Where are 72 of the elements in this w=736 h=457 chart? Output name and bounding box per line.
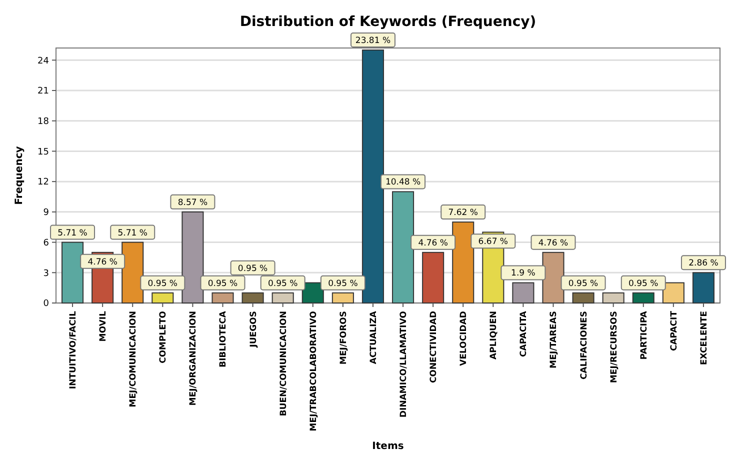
x-tick-label: MEJ/FOROS	[338, 311, 349, 364]
bar	[632, 292, 654, 304]
x-tick-label: MEJ/COMUNICACION	[128, 311, 139, 408]
bar	[572, 292, 594, 304]
annotation: 0.95 %	[148, 278, 178, 289]
y-tick-label: 18	[38, 117, 50, 128]
bar	[512, 282, 534, 304]
x-tick-label: CONECTIVIDAD	[429, 311, 440, 384]
x-axis-title: Items	[372, 441, 404, 452]
bar	[422, 252, 444, 304]
y-tick-label: 21	[38, 86, 49, 97]
x-tick-label: CAPACITA	[519, 310, 530, 357]
bar	[662, 282, 684, 304]
annotation: 7.62 %	[448, 208, 478, 218]
y-tick-label: 0	[43, 299, 50, 310]
x-tick-label: MEJ/TRABCOLABORATIVO	[308, 311, 319, 432]
x-tick-label: COMPLETO	[158, 311, 169, 364]
bar	[332, 292, 354, 304]
annotation: 0.95 %	[568, 278, 598, 289]
annotation: 10.48 %	[385, 178, 421, 188]
annotation: 6.67 %	[478, 237, 508, 248]
annotation: 5.71 %	[58, 228, 88, 238]
x-tick-label: MEJ/TAREAS	[549, 311, 560, 368]
annotation: 4.76 %	[88, 257, 118, 268]
annotation: 8.57 %	[178, 198, 208, 208]
bar	[542, 252, 564, 304]
x-tick-label: BUEN/COMUNICACION	[278, 311, 289, 416]
bar	[392, 191, 414, 304]
bar	[212, 292, 234, 304]
bar	[152, 292, 174, 304]
annotation: 4.76 %	[418, 238, 448, 248]
x-tick-label: DINAMICO/LLAMATIVO	[399, 311, 409, 418]
x-tick-label: VELOCIDAD	[459, 311, 470, 366]
x-tick-label: ACTUALIZA	[368, 310, 379, 364]
y-axis-title: Frequency	[14, 146, 25, 205]
y-tick-label: 15	[38, 147, 49, 158]
x-tick-label: PARTICIPA	[639, 310, 650, 360]
annotation: 0.95 %	[238, 264, 268, 274]
bar	[692, 272, 714, 304]
bar	[242, 292, 264, 304]
y-tick-label: 12	[38, 178, 49, 188]
y-tick-label: 24	[38, 56, 50, 66]
annotation: 0.95 %	[268, 278, 298, 289]
y-tick-label: 6	[43, 238, 50, 248]
x-tick-label: MEJ/ORGANIZACION	[188, 311, 199, 406]
annotation: 23.81 %	[355, 36, 391, 46]
annotation: 2.86 %	[688, 258, 718, 269]
annotation: 0.95 %	[628, 278, 658, 289]
annotation: 0.95 %	[328, 278, 358, 289]
y-tick-label: 9	[43, 208, 50, 218]
x-tick-label: BIBLIOTECA	[218, 310, 229, 368]
x-tick-label: MOVIL	[98, 310, 109, 342]
annotation: 1.9 %	[511, 268, 536, 279]
x-tick-label: CALIFACIONES	[579, 311, 590, 380]
annotation: 0.95 %	[208, 278, 238, 289]
bar	[122, 242, 144, 304]
chart-title: Distribution of Keywords (Frequency)	[240, 14, 536, 30]
x-tick-label: INTUITIVO/FACIL	[68, 310, 78, 390]
x-tick-label: CAPACIT	[669, 310, 680, 352]
bar	[452, 222, 474, 304]
x-tick-label: JUEGOS	[248, 311, 259, 348]
bar	[362, 50, 384, 304]
x-tick-label: MEJ/RECURSOS	[609, 311, 620, 384]
bar	[272, 292, 294, 304]
annotation: 4.76 %	[538, 238, 568, 248]
y-tick-label: 3	[43, 268, 49, 279]
x-tick-label: APLIQUEN	[489, 311, 500, 360]
x-tick-label: EXCELENTE	[699, 310, 710, 366]
bar	[602, 292, 624, 304]
annotation: 5.71 %	[118, 228, 148, 238]
bar	[62, 242, 84, 304]
bar	[182, 211, 204, 304]
